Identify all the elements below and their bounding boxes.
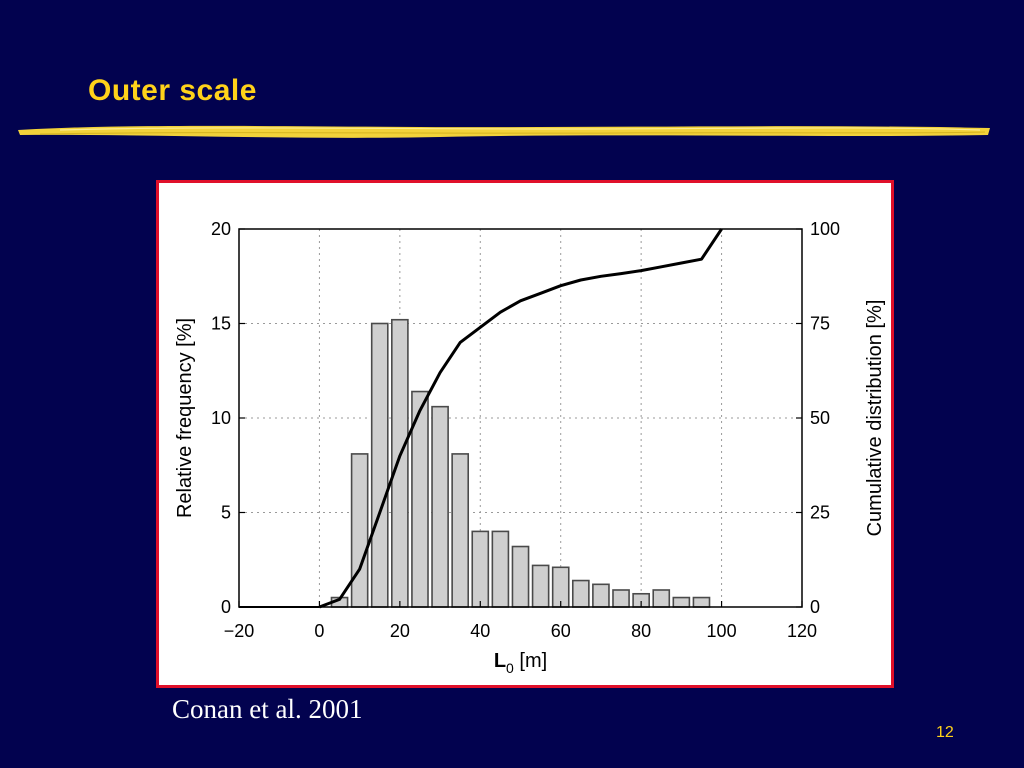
x-tick-label: 80 xyxy=(631,621,651,641)
histogram-bar xyxy=(471,530,490,608)
histogram-bar xyxy=(672,596,691,608)
histogram-bar xyxy=(652,589,671,608)
histogram-bar xyxy=(370,322,389,608)
page-number: 12 xyxy=(936,724,954,741)
figure-frame: −20 0 20 40 60 80 100 120 0 5 10 15 20 0 25 50 75 100 L0 … xyxy=(156,180,894,688)
y-right-tick-label: 50 xyxy=(810,408,830,428)
histogram-bar xyxy=(531,564,550,608)
y-right-tick-label: 25 xyxy=(810,503,830,523)
histogram-bar xyxy=(391,318,409,608)
x-tick-label: 120 xyxy=(787,621,817,641)
citation: Conan et al. 2001 xyxy=(172,694,363,724)
y-right-tick-label: 75 xyxy=(810,314,830,334)
title-underline xyxy=(18,125,990,138)
histogram-bar xyxy=(692,596,711,608)
x-axis-label: L0 [m] xyxy=(494,650,547,676)
y-right-tick-label: 0 xyxy=(810,597,820,617)
y-left-tick-label: 20 xyxy=(211,219,231,239)
chart: −20 0 20 40 60 80 100 120 0 5 10 15 20 0 25 50 75 100 L0 … xyxy=(174,219,886,676)
x-tick-label: 60 xyxy=(551,621,571,641)
y-axis-right-label: Cumulative distribution [%] xyxy=(864,300,886,537)
x-tick-label: 40 xyxy=(470,621,490,641)
y-axis-left-label: Relative frequency [%] xyxy=(174,318,196,518)
x-tick-label: 100 xyxy=(707,621,737,641)
histogram-bar xyxy=(451,453,470,608)
histogram-bar xyxy=(511,545,530,608)
histogram-bar xyxy=(592,583,610,608)
x-tick-label: 20 xyxy=(390,621,410,641)
histogram-bar xyxy=(612,589,630,608)
grid-layer xyxy=(239,229,802,607)
histogram-bar xyxy=(491,530,510,608)
cumulative-distribution-line xyxy=(318,228,723,609)
bar-layer xyxy=(330,318,711,608)
y-left-tick-label: 0 xyxy=(221,597,231,617)
y-left-tick-label: 15 xyxy=(211,314,231,334)
x-axis-label-main: L xyxy=(494,650,506,672)
x-tick-label: 0 xyxy=(314,621,324,641)
x-tick-label: −20 xyxy=(224,621,255,641)
tick-layer: −20 0 20 40 60 80 100 120 0 5 10 15 20 0 25 50 75 100 xyxy=(211,219,840,641)
y-left-tick-label: 10 xyxy=(211,408,231,428)
y-left-tick-label: 5 xyxy=(221,503,231,523)
slide-title: Outer scale xyxy=(88,74,257,107)
histogram-bar xyxy=(431,405,449,608)
x-axis-label-subscript: 0 xyxy=(506,660,514,676)
histogram-bar xyxy=(350,453,369,608)
x-axis-label-unit: [m] xyxy=(514,650,547,672)
histogram-bar xyxy=(571,579,590,608)
y-right-tick-label: 100 xyxy=(810,219,840,239)
